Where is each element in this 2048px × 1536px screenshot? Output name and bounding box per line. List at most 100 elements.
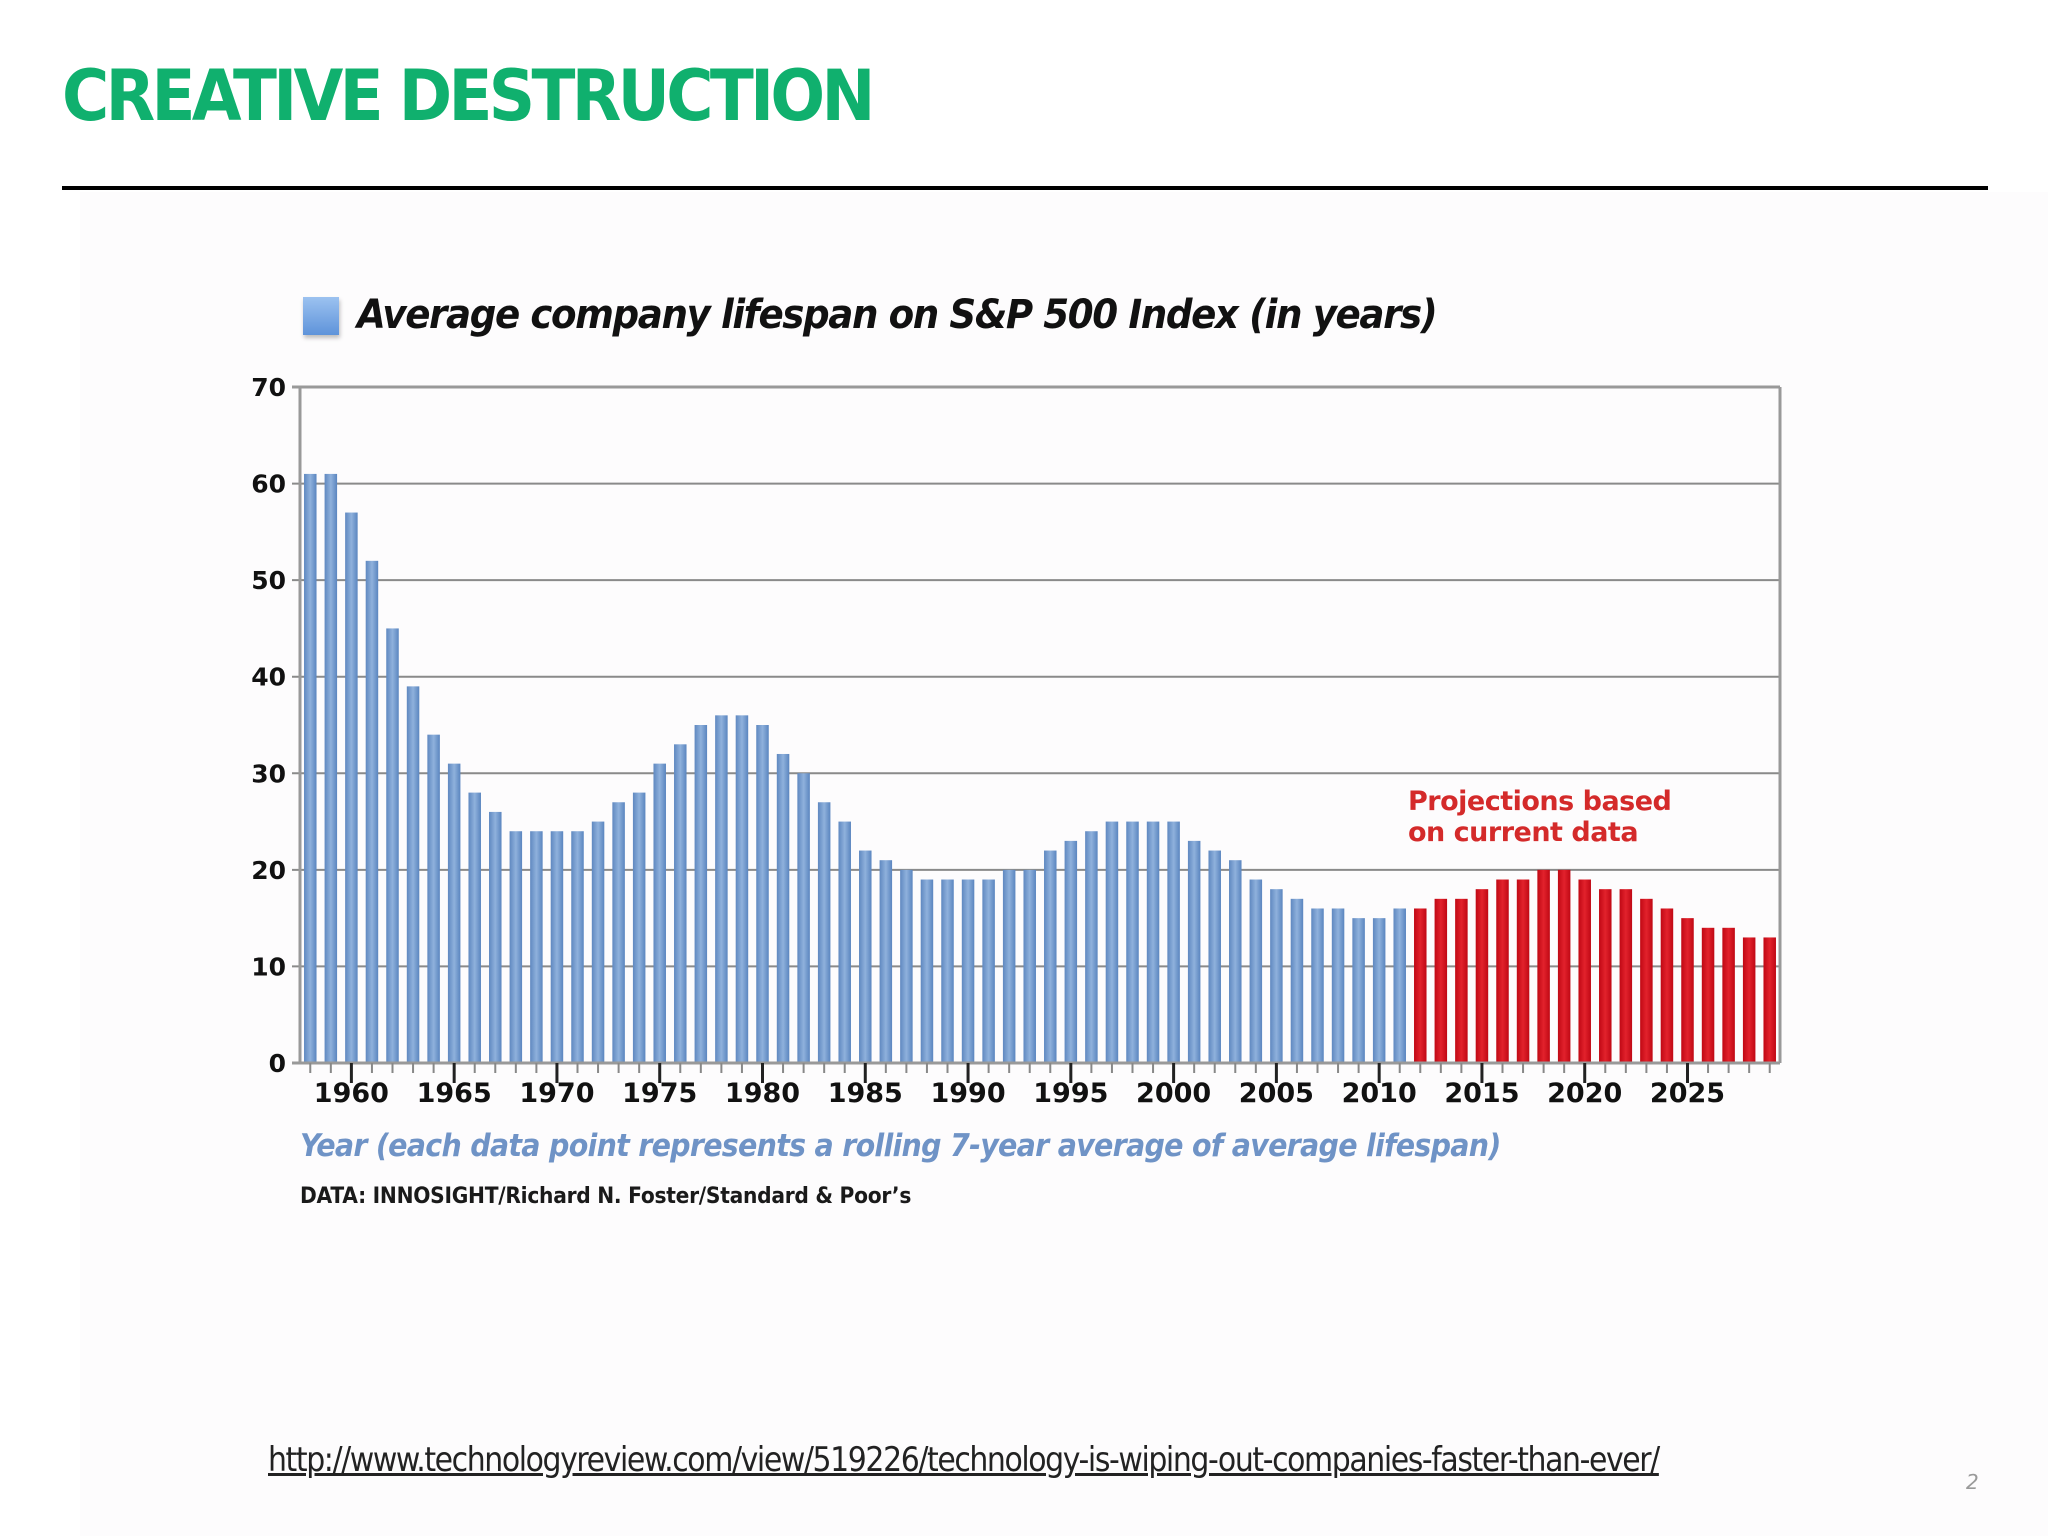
data-source: DATA: INNOSIGHT/Richard N. Foster/Standa…: [300, 1184, 912, 1209]
bar-projected-2015: [1475, 889, 1489, 1063]
bar-historical-1988: [920, 879, 934, 1063]
y-tick-label: 40: [251, 663, 286, 692]
bar-historical-2004: [1249, 879, 1263, 1063]
bar-projected-2023: [1640, 898, 1653, 1063]
bar-historical-1963: [406, 686, 420, 1063]
bar-historical-1981: [776, 753, 790, 1063]
bar-historical-2008: [1331, 908, 1345, 1063]
bar-historical-1987: [900, 869, 913, 1063]
x-tick-label: 2015: [1444, 1078, 1519, 1109]
bar-historical-1985: [859, 850, 872, 1063]
bar-historical-1970: [550, 831, 564, 1063]
bar-historical-2002: [1208, 850, 1221, 1063]
bar-historical-1993: [1023, 869, 1036, 1063]
bar-historical-2006: [1290, 898, 1304, 1063]
y-tick-label: 30: [251, 759, 286, 788]
x-tick-label: 2005: [1239, 1078, 1314, 1109]
bar-historical-2003: [1229, 860, 1242, 1063]
bar-historical-1978: [715, 715, 728, 1063]
bar-historical-1996: [1085, 831, 1098, 1063]
x-tick-label: 1965: [417, 1078, 492, 1109]
bar-historical-1986: [879, 860, 893, 1063]
bar-projected-2025: [1681, 918, 1694, 1063]
bar-historical-1966: [468, 792, 481, 1063]
bar-historical-1971: [571, 831, 584, 1063]
bar-historical-1999: [1146, 821, 1160, 1063]
x-tick-label: 1960: [314, 1078, 389, 1109]
projection-annotation-line-1: Projections based: [1408, 786, 1672, 817]
projection-annotation-line-2: on current data: [1408, 817, 1639, 848]
bar-projected-2013: [1434, 898, 1448, 1063]
x-tick-label: 1995: [1033, 1078, 1108, 1109]
bar-historical-1972: [591, 821, 605, 1063]
bar-projected-2026: [1701, 927, 1715, 1063]
x-tick-label: 1985: [828, 1078, 903, 1109]
bar-historical-1968: [509, 831, 523, 1063]
bar-historical-1979: [735, 715, 749, 1063]
bar-projected-2022: [1619, 889, 1633, 1063]
bar-historical-1962: [386, 628, 399, 1063]
bar-projected-2018: [1537, 869, 1550, 1063]
bar-projected-2020: [1578, 879, 1591, 1063]
bar-historical-1992: [1002, 869, 1016, 1063]
bar-projected-2016: [1496, 879, 1509, 1063]
bar-historical-1994: [1044, 850, 1057, 1063]
bar-historical-2005: [1270, 889, 1283, 1063]
bar-historical-1997: [1105, 821, 1119, 1063]
bar-projected-2021: [1599, 889, 1612, 1063]
y-tick-label: 50: [251, 566, 286, 595]
y-tick-label: 0: [269, 1049, 286, 1078]
bar-historical-1982: [797, 773, 810, 1063]
bar-projected-2029: [1763, 937, 1776, 1063]
bar-projected-2017: [1516, 879, 1530, 1063]
bar-projected-2019: [1557, 869, 1571, 1063]
bar-historical-1975: [653, 763, 666, 1063]
x-tick-label: 1990: [930, 1078, 1005, 1109]
x-tick-label: 2025: [1650, 1078, 1725, 1109]
x-tick-label: 2010: [1342, 1078, 1417, 1109]
bar-historical-1969: [530, 831, 543, 1063]
y-tick-label: 20: [251, 856, 286, 885]
x-tick-label: 2020: [1547, 1078, 1622, 1109]
projection-annotation: Projections based on current data: [1408, 786, 1672, 848]
bar-projected-2027: [1722, 927, 1735, 1063]
x-tick-label: 2000: [1136, 1078, 1211, 1109]
bar-projected-2014: [1455, 898, 1468, 1063]
bar-historical-1983: [817, 802, 831, 1063]
legend-swatch: [303, 297, 339, 335]
bar-historical-2000: [1167, 821, 1180, 1063]
x-tick-label: 1975: [622, 1078, 697, 1109]
bar-historical-1995: [1064, 840, 1078, 1063]
bar-historical-1976: [674, 744, 687, 1063]
bar-projected-2028: [1742, 937, 1756, 1063]
bar-historical-1984: [838, 821, 851, 1063]
bar-historical-1991: [982, 879, 995, 1063]
bar-historical-1990: [961, 879, 975, 1063]
bar-historical-1959: [324, 473, 338, 1063]
bar-historical-1989: [941, 879, 954, 1063]
bar-historical-1974: [632, 792, 646, 1063]
bar-historical-2009: [1352, 918, 1365, 1063]
bar-historical-1964: [427, 734, 440, 1063]
bar-projected-2012: [1414, 908, 1427, 1063]
bar-projected-2024: [1660, 908, 1674, 1063]
x-axis-caption: Year (each data point represents a rolli…: [300, 1128, 1501, 1164]
source-link[interactable]: http://www.technologyreview.com/view/519…: [268, 1440, 1660, 1480]
bar-historical-1980: [756, 725, 769, 1063]
y-tick-label: 70: [251, 373, 286, 402]
bar-historical-1998: [1126, 821, 1139, 1063]
x-tick-label: 1970: [519, 1078, 594, 1109]
bar-historical-1960: [345, 512, 358, 1063]
bar-historical-1965: [447, 763, 461, 1063]
y-tick-label: 10: [251, 952, 286, 981]
bar-historical-1958: [304, 473, 317, 1063]
bar-historical-1977: [694, 725, 708, 1063]
y-tick-label: 60: [251, 470, 286, 499]
title-divider: [62, 186, 1988, 190]
bar-historical-1967: [489, 811, 502, 1063]
x-tick-label: 1980: [725, 1078, 800, 1109]
bar-historical-2007: [1311, 908, 1324, 1063]
bar-historical-2011: [1393, 908, 1406, 1063]
bar-historical-1973: [612, 802, 625, 1063]
